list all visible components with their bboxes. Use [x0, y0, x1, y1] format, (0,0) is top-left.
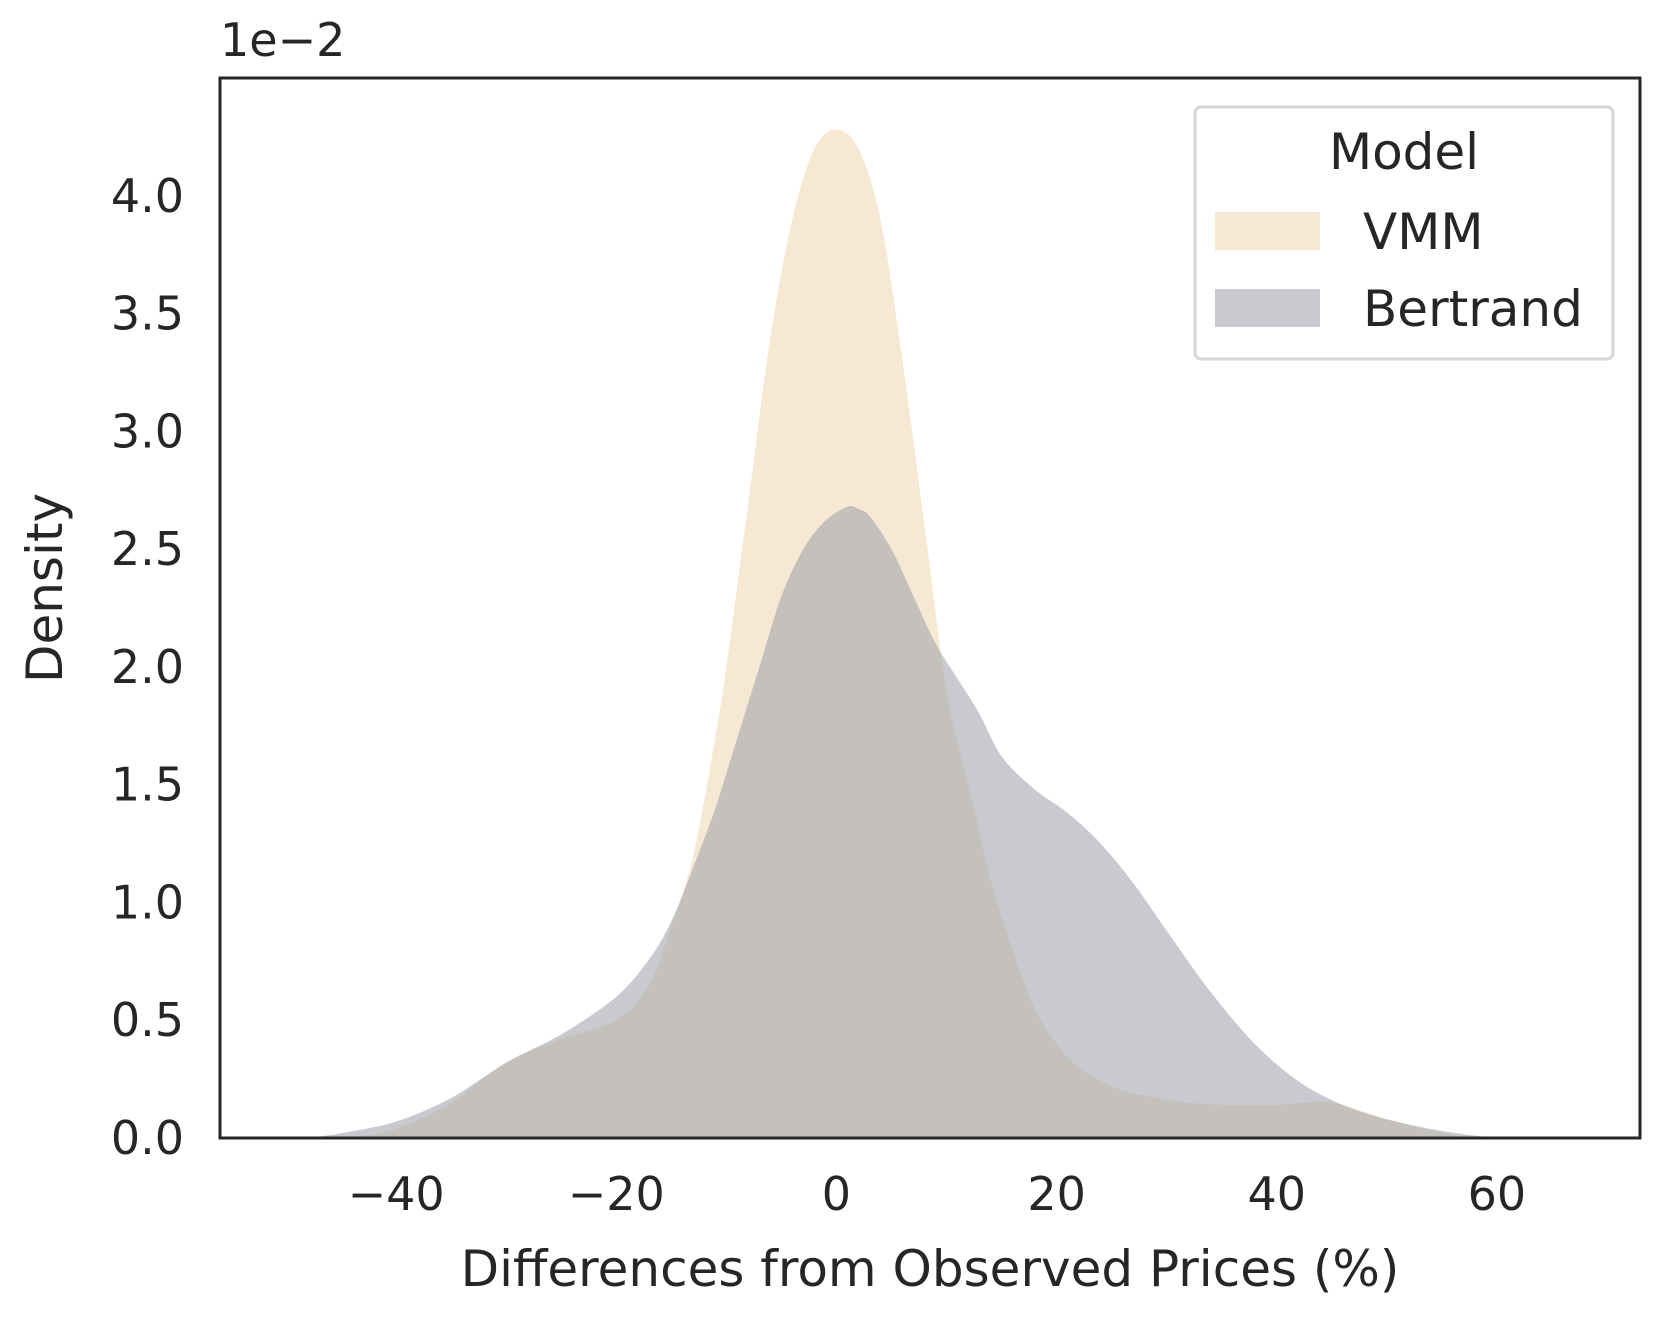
y-tick-label: 1.0 [111, 875, 184, 929]
y-tick-label: 2.0 [111, 640, 184, 694]
legend-swatch-bertrand [1215, 289, 1320, 327]
x-tick-label: −20 [568, 1167, 665, 1221]
y-tick-label: 3.5 [111, 287, 184, 341]
legend-title: Model [1329, 123, 1479, 181]
x-tick-label: 20 [1027, 1167, 1086, 1221]
legend: Model VMM Bertrand [1193, 105, 1615, 361]
plot-frame [218, 76, 1642, 1140]
y-tick-label: 4.0 [111, 169, 184, 223]
x-tick-label: 40 [1247, 1167, 1306, 1221]
x-tick-label: 0 [822, 1167, 851, 1221]
x-axis-ticks: −40 −20 0 20 40 60 [348, 1167, 1527, 1221]
y-tick-label: 0.5 [111, 993, 184, 1047]
y-axis-offset-label: 1e−2 [220, 13, 345, 67]
legend-label-vmm: VMM [1363, 203, 1483, 261]
density-area-bertrand [308, 506, 1519, 1138]
y-tick-label: 2.5 [111, 522, 184, 576]
y-axis-label: Density [16, 493, 74, 683]
legend-label-bertrand: Bertrand [1363, 280, 1583, 338]
x-tick-label: −40 [348, 1167, 445, 1221]
density-areas [308, 129, 1519, 1139]
x-tick-label: 60 [1468, 1167, 1527, 1221]
y-axis-ticks: 0.0 0.5 1.0 1.5 2.0 2.5 3.0 3.5 4.0 [111, 169, 184, 1165]
y-tick-label: 0.0 [111, 1111, 184, 1165]
legend-swatch-vmm [1215, 212, 1320, 250]
y-tick-label: 1.5 [111, 758, 184, 812]
y-tick-label: 3.0 [111, 404, 184, 458]
x-axis-label: Differences from Observed Prices (%) [461, 1240, 1400, 1298]
